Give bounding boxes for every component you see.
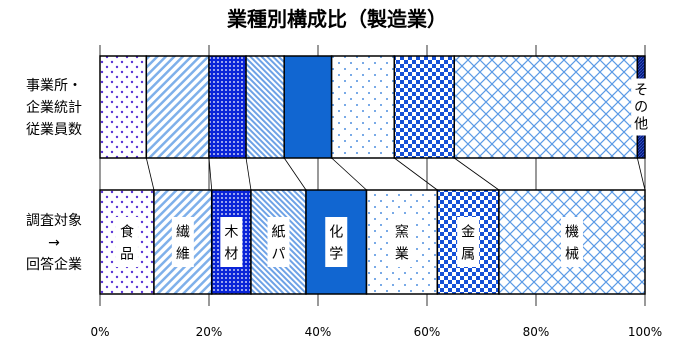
x-tick-label: 80% xyxy=(523,325,550,339)
row-label-line: 調査対象 xyxy=(26,213,82,229)
segment-label-text: 他 xyxy=(634,117,648,133)
segment-label: 金属 xyxy=(457,217,480,267)
row-label-line: 事業所・ xyxy=(26,78,82,94)
series-line xyxy=(208,157,213,191)
segment-label-text: 紙 xyxy=(271,224,285,240)
segment-label-text: そ xyxy=(634,83,648,99)
series-line xyxy=(331,157,367,191)
segment-label-box xyxy=(390,217,413,267)
segment-label-text: 機 xyxy=(565,224,579,240)
segment-label-text: 属 xyxy=(461,246,475,262)
segment-label-text: 学 xyxy=(329,246,343,262)
series-line xyxy=(394,157,438,191)
row-label-line: → xyxy=(48,235,60,251)
bar-segment xyxy=(145,55,210,159)
series-lines xyxy=(145,157,646,191)
bars xyxy=(99,55,646,295)
segment-label: 窯業 xyxy=(390,217,413,267)
segment-label-text: 食 xyxy=(120,223,134,240)
x-tick-label: 0% xyxy=(90,325,109,339)
series-line xyxy=(454,157,500,191)
segment-label: 食品 xyxy=(115,217,138,267)
bar-segment xyxy=(208,55,247,159)
row-label-line: 回答企業 xyxy=(26,256,82,273)
bar-segment xyxy=(330,55,396,159)
series-line xyxy=(145,157,155,191)
segment-label-text: 業 xyxy=(395,246,409,262)
segment-label-text: 木 xyxy=(224,224,238,240)
row-label-line: 従業員数 xyxy=(26,122,82,138)
segment-label-text: 材 xyxy=(224,246,238,262)
series-line xyxy=(283,157,307,191)
bar-segment xyxy=(393,55,455,159)
row-label-line: 企業統計 xyxy=(26,99,82,116)
segment-label-box xyxy=(220,217,243,267)
series-line xyxy=(245,157,252,191)
segment-label-text: パ xyxy=(271,246,285,262)
segment-label: 紙パ xyxy=(267,217,290,267)
segment-label-text: 維 xyxy=(176,246,190,262)
segment-label-box xyxy=(325,217,348,267)
segment-label: 木材 xyxy=(220,217,243,267)
segment-label-box xyxy=(560,217,583,267)
chart-title: 業種別構成比（製造業） xyxy=(227,7,447,31)
segment-label-text: 械 xyxy=(565,246,579,262)
segment-label-box xyxy=(115,217,138,267)
x-axis-ticks: 0% 20% 40% 60% 80% 100% xyxy=(90,325,662,339)
segment-label: 化学 xyxy=(325,217,348,267)
x-tick-label: 60% xyxy=(414,325,441,339)
segment-label-text: 繊 xyxy=(176,224,190,240)
segment-label: 機械 xyxy=(560,217,583,267)
series-line xyxy=(636,157,646,191)
segment-label-text: 金 xyxy=(461,224,475,240)
x-tick-label: 20% xyxy=(196,325,223,339)
segment-label-text: 品 xyxy=(120,246,134,262)
x-tick-label: 40% xyxy=(305,325,332,339)
segment-label-box xyxy=(267,217,290,267)
segment-label: 繊維 xyxy=(171,217,194,267)
segment-label-box xyxy=(631,78,652,136)
segment-label-box xyxy=(457,217,480,267)
bar-segment xyxy=(283,55,333,159)
bar-segment xyxy=(99,55,148,159)
segment-label-text: 化 xyxy=(329,224,343,240)
segment-label: その他 xyxy=(631,78,652,136)
x-tick-label: 100% xyxy=(628,325,662,339)
bar-segment xyxy=(498,189,646,295)
segment-label-box xyxy=(171,217,194,267)
bar-segment xyxy=(453,55,639,159)
bar-segment xyxy=(245,55,285,159)
segment-label-text: 窯 xyxy=(395,223,409,240)
segment-label-text: の xyxy=(634,100,648,116)
